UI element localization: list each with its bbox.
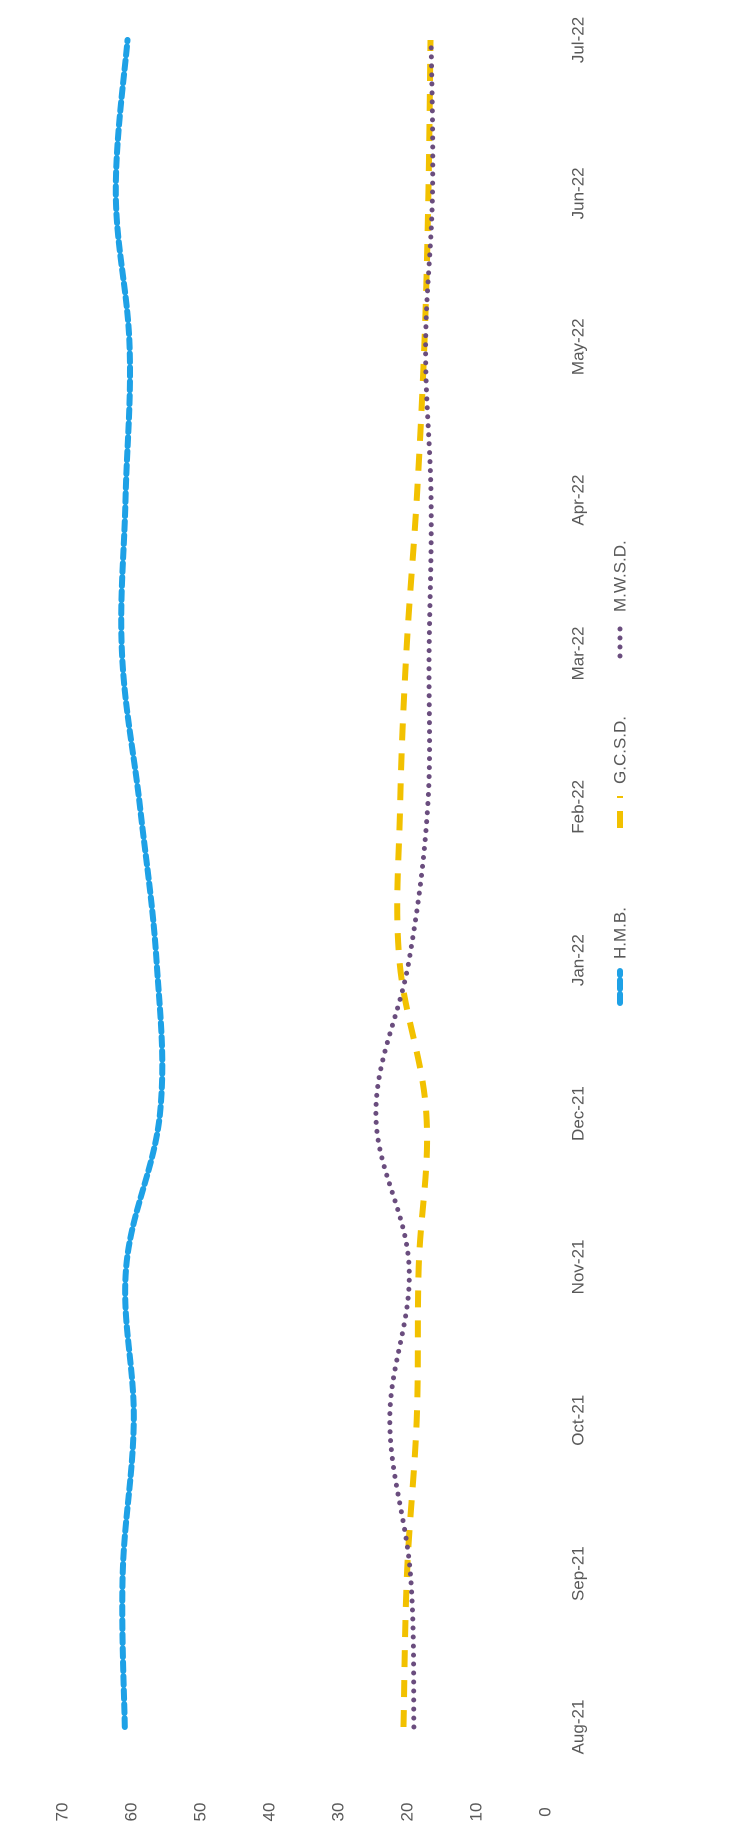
value-tick-label: 0 bbox=[536, 1807, 555, 1816]
value-tick-label: 20 bbox=[398, 1803, 417, 1822]
category-tick-label: Jun-22 bbox=[569, 167, 588, 219]
value-tick-label: 50 bbox=[191, 1803, 210, 1822]
series-line-h-m-b bbox=[112, 37, 166, 1730]
legend-item-h-m-b: H.M.B. bbox=[611, 907, 630, 1006]
series-line-m-w-s-d bbox=[373, 37, 436, 1730]
category-tick-label: Mar-22 bbox=[569, 627, 588, 681]
value-tick-label: 60 bbox=[122, 1803, 141, 1822]
value-axis-tick-labels: 0 10 20 30 40 50 60 70 bbox=[53, 1803, 555, 1822]
value-tick-label: 10 bbox=[467, 1803, 486, 1822]
legend-item-g-c-s-d: G.C.S.D. bbox=[611, 716, 630, 828]
category-tick-label: May-22 bbox=[569, 318, 588, 375]
category-tick-label: Feb-22 bbox=[569, 780, 588, 834]
legend-label: G.C.S.D. bbox=[611, 716, 630, 784]
category-tick-label: Aug-21 bbox=[569, 1700, 588, 1755]
category-tick-label: Apr-22 bbox=[569, 475, 588, 526]
legend-item-m-w-s-d: M.W.S.D. bbox=[611, 540, 630, 659]
legend: H.M.B. G.C.S.D. M.W.S.D. bbox=[611, 540, 630, 1006]
legend-label: H.M.B. bbox=[611, 907, 630, 959]
legend-label: M.W.S.D. bbox=[611, 540, 630, 612]
value-tick-label: 30 bbox=[329, 1803, 348, 1822]
value-tick-label: 70 bbox=[53, 1803, 72, 1822]
series-lines bbox=[112, 37, 436, 1730]
value-tick-label: 40 bbox=[260, 1803, 279, 1822]
category-tick-label: Nov-21 bbox=[569, 1240, 588, 1295]
series-line-g-c-s-d bbox=[394, 39, 434, 1728]
category-tick-label: Dec-21 bbox=[569, 1086, 588, 1141]
category-axis-tick-labels: Aug-21 Sep-21 Oct-21 Nov-21 Dec-21 Jan-22 Feb-… bbox=[569, 17, 588, 1755]
category-tick-label: Jul-22 bbox=[569, 17, 588, 63]
category-tick-label: Sep-21 bbox=[569, 1546, 588, 1601]
category-tick-label: Oct-21 bbox=[569, 1395, 588, 1446]
category-tick-label: Jan-22 bbox=[569, 934, 588, 986]
